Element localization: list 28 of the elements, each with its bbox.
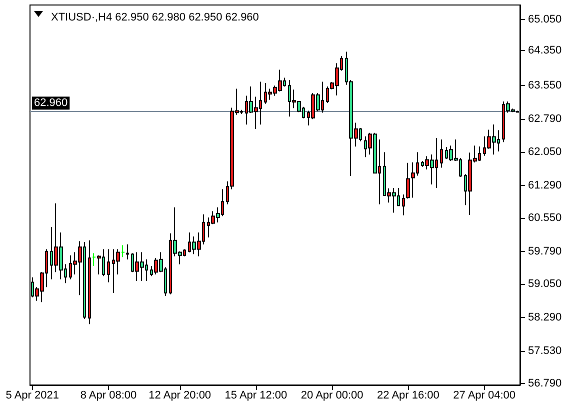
y-tick-label: 59.050 xyxy=(528,278,562,290)
candlestick xyxy=(402,194,405,216)
x-tick-label: 20 Apr 00:00 xyxy=(300,390,364,402)
y-tick-label: 56.790 xyxy=(528,378,562,390)
y-tick-label: 62.790 xyxy=(528,113,562,126)
y-tick-label: 61.290 xyxy=(528,179,562,192)
x-tick-label: 27 Apr 04:00 xyxy=(453,390,516,402)
candlestick xyxy=(107,248,110,283)
y-tick-label: 59.790 xyxy=(528,245,562,258)
y-tick-label: 60.550 xyxy=(528,212,562,224)
y-tick-label: 64.350 xyxy=(528,44,562,56)
candlestick xyxy=(126,244,129,260)
y-tick-label: 62.050 xyxy=(528,146,562,158)
y-tick-label: 65.050 xyxy=(528,14,562,26)
y-tick-label: 63.550 xyxy=(528,80,562,92)
x-tick-label: 5 Apr 2021 xyxy=(6,390,59,402)
candlestick xyxy=(92,252,96,266)
x-tick-label: 12 Apr 20:00 xyxy=(148,390,212,402)
x-tick-label: 15 Apr 12:00 xyxy=(224,390,288,402)
y-tick-label: 58.290 xyxy=(528,312,562,324)
candlestick xyxy=(88,240,91,325)
candlestick xyxy=(121,244,125,258)
x-tick-label: 22 Apr 16:00 xyxy=(377,390,440,402)
ref-line-label: 62.960 xyxy=(34,97,68,110)
y-tick-label: 57.530 xyxy=(528,345,562,358)
candlestick xyxy=(440,138,443,168)
text: XTIUSD·,H4 62.950 62.980 62.950 62.960 xyxy=(51,12,259,24)
x-tick-label: 8 Apr 08:00 xyxy=(80,390,137,402)
